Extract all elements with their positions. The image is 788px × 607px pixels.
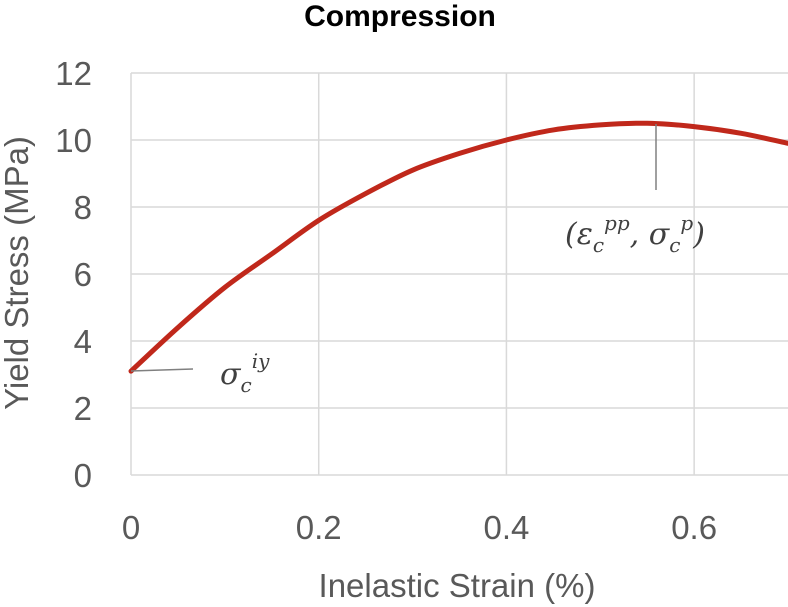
ticks: 0 2 4 6 8 10 12 0 0.2 0.4 0.6 — [55, 55, 717, 546]
y-tick-label: 10 — [55, 122, 92, 159]
x-axis-title: Inelastic Strain (%) — [319, 567, 596, 604]
initial-leader-line — [130, 368, 194, 372]
grid — [131, 72, 788, 475]
y-axis-title: Yield Stress (MPa) — [0, 136, 35, 410]
chart-title: Compression — [304, 0, 496, 33]
initial-yield-annotation: σciy — [220, 349, 270, 397]
axes — [130, 73, 788, 476]
y-tick-label: 4 — [74, 323, 92, 360]
series — [128, 120, 788, 374]
x-tick-label: 0.4 — [483, 509, 529, 546]
x-tick-label: 0 — [122, 509, 140, 546]
x-tick-label: 0.6 — [671, 509, 717, 546]
y-tick-label: 8 — [74, 189, 92, 226]
y-tick-label: 2 — [74, 390, 92, 427]
series-line — [128, 120, 788, 374]
x-tick-label: 0.2 — [296, 509, 342, 546]
y-tick-label: 6 — [74, 256, 92, 293]
y-tick-label: 0 — [74, 457, 92, 494]
y-tick-label: 12 — [55, 55, 92, 92]
peak-annotation: (εcpp, σcp) — [565, 211, 705, 257]
